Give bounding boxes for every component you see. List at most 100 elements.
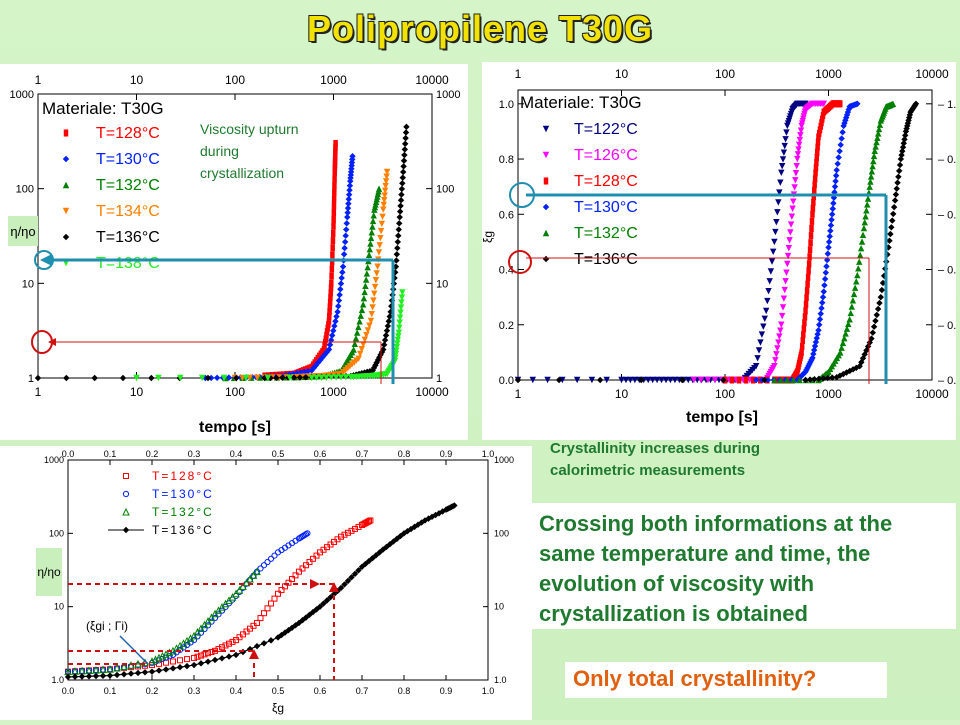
- data-point: [830, 200, 837, 207]
- data-point: [318, 374, 325, 381]
- data-point: [838, 344, 845, 351]
- data-point: [302, 374, 309, 381]
- data-point: [755, 347, 763, 354]
- data-point: [845, 320, 852, 328]
- data-point: [364, 264, 371, 271]
- data-point: [395, 329, 402, 337]
- data-point: [877, 293, 884, 301]
- x-tick-label: 10000: [415, 385, 449, 399]
- data-point: [332, 318, 339, 325]
- data-point: [869, 329, 876, 336]
- data-point: [820, 115, 825, 123]
- data-point: [337, 286, 344, 293]
- data-point: [239, 582, 247, 590]
- data-point: [344, 209, 351, 216]
- annotation-bg: [84, 616, 150, 636]
- viscosity-chart-panel: 1 1 10 10 100 100 1000 1000 10000 10000 1 1 10 10 100 1…: [0, 64, 468, 440]
- data-point: [106, 665, 114, 673]
- data-point: [817, 310, 824, 317]
- data-point: [341, 531, 348, 538]
- data-point: [186, 634, 195, 642]
- data-point: [828, 211, 836, 218]
- data-point: [346, 186, 353, 194]
- legend: T=128°C T=130°C T=132°C T=136°C: [108, 469, 214, 537]
- data-point: [299, 565, 306, 572]
- data-point: [333, 147, 338, 155]
- data-point: [253, 567, 261, 576]
- data-point: [816, 316, 824, 323]
- data-point: [308, 374, 315, 382]
- data-point: [211, 656, 219, 664]
- data-point: [758, 331, 766, 338]
- data-point: [310, 555, 316, 562]
- data-point: [323, 374, 330, 381]
- data-point: [787, 229, 794, 236]
- data-point: [834, 160, 841, 167]
- data-point: [267, 637, 275, 644]
- data-point: [588, 376, 596, 384]
- data-point: [398, 185, 406, 193]
- data-point: [762, 307, 770, 315]
- data-point: [842, 330, 849, 337]
- data-point: [859, 231, 867, 239]
- data-point: [215, 646, 222, 653]
- y-axis-label: ξg: [482, 231, 495, 243]
- x-tick-label: 1.0: [482, 686, 495, 696]
- data-point: [631, 376, 639, 384]
- y-tick-label: 1.0: [499, 99, 514, 111]
- data-point: [134, 669, 142, 677]
- data-point: [374, 263, 381, 270]
- data-point: [896, 167, 903, 175]
- data-point: [226, 640, 232, 647]
- data-point: [889, 217, 896, 224]
- data-point: [802, 313, 808, 321]
- data-point: [183, 662, 191, 670]
- data-point: [869, 162, 876, 170]
- data-point: [754, 355, 761, 362]
- data-point: [906, 111, 914, 119]
- x-tick-label-top: 0.1: [104, 449, 117, 459]
- legend-label: T=126°C: [574, 147, 638, 164]
- y-tick-label-right: 1000: [494, 455, 514, 465]
- data-point: [801, 331, 806, 339]
- data-point: [381, 336, 389, 344]
- data-point: [339, 269, 346, 276]
- data-point: [772, 228, 779, 236]
- data-point: [260, 640, 268, 647]
- data-point: [904, 122, 911, 130]
- data-point: [791, 184, 798, 191]
- data-point: [384, 322, 392, 330]
- data-point: [399, 174, 406, 181]
- data-point: [271, 552, 278, 559]
- data-point: [862, 213, 869, 220]
- data-point: [704, 376, 712, 384]
- data-point: [855, 265, 862, 272]
- data-point: [779, 304, 787, 311]
- data-point: [364, 327, 372, 334]
- data-point: [841, 119, 848, 127]
- data-point: [366, 322, 373, 329]
- data-point: [838, 135, 845, 142]
- data-point: [627, 376, 634, 384]
- data-point: [839, 129, 846, 136]
- data-point: [820, 375, 827, 382]
- data-point: [332, 157, 338, 165]
- data-point: [596, 376, 604, 384]
- y-tick-label: 1000: [10, 89, 34, 101]
- data-point: [399, 180, 406, 187]
- x-tick-label-top: 1: [515, 67, 522, 81]
- data-point: [825, 238, 833, 246]
- legend-title: Materiale: T30G: [42, 99, 164, 118]
- data-point: [847, 309, 854, 317]
- data-point: [870, 323, 878, 330]
- data-point: [401, 151, 408, 159]
- data-point: [831, 183, 839, 190]
- data-point: [394, 340, 401, 347]
- data-point: [341, 238, 349, 246]
- data-point: [559, 376, 566, 384]
- legend-label: T=132°C: [152, 505, 214, 519]
- y-label-bg: [8, 216, 38, 246]
- data-point: [864, 201, 871, 208]
- data-point: [887, 230, 894, 238]
- data-point: [343, 226, 350, 233]
